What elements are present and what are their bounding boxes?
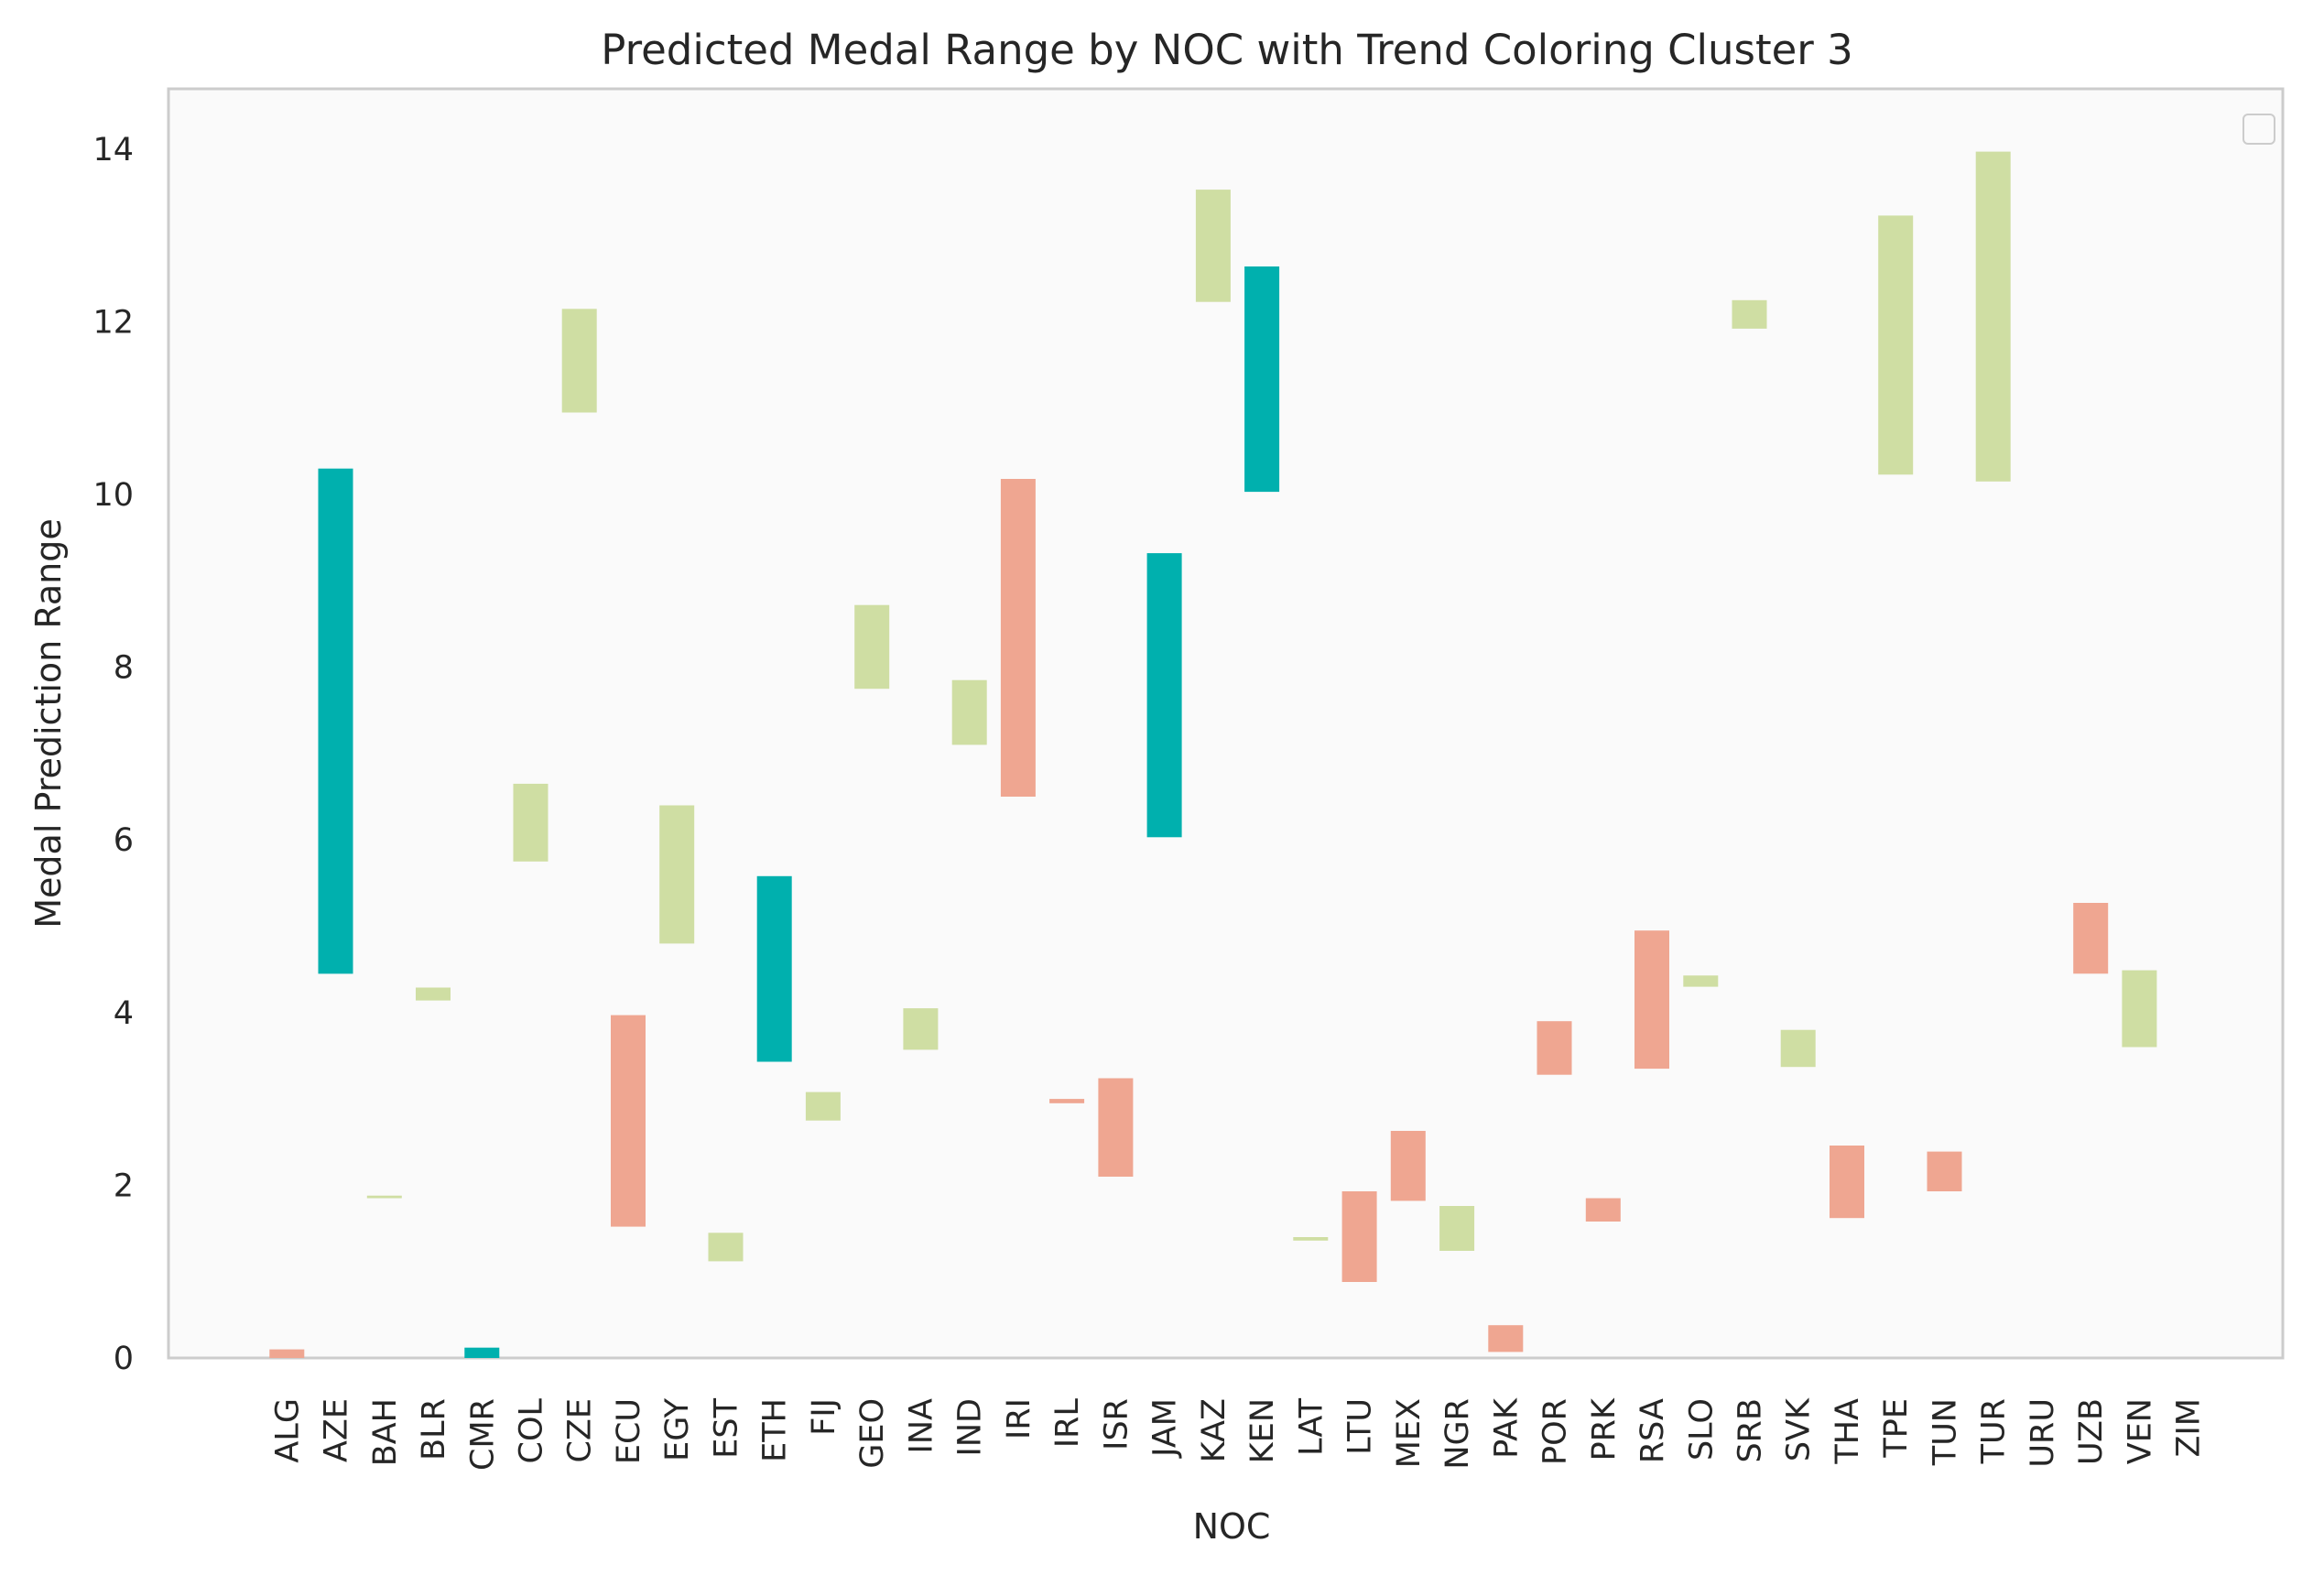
y-tick-label: 12: [92, 304, 134, 341]
range-bar-alg: [269, 1349, 305, 1358]
x-tick-label-est: EST: [709, 1397, 745, 1458]
range-bar-ltu: [1341, 1191, 1377, 1282]
range-bar-ken: [1244, 266, 1280, 493]
x-tick-label-rsa: RSA: [1634, 1398, 1671, 1463]
range-bar-por: [1537, 1021, 1572, 1075]
x-tick-label-bah: BAH: [367, 1398, 404, 1466]
x-tick-label-por: POR: [1537, 1398, 1574, 1465]
range-bar-srb: [1732, 299, 1767, 329]
y-tick-label: 2: [114, 1168, 134, 1204]
x-tick-label-slo: SLO: [1683, 1398, 1720, 1461]
y-tick-label: 10: [92, 477, 134, 514]
x-tick-label-ind: IND: [952, 1398, 989, 1456]
x-tick-label-geo: GEO: [854, 1398, 891, 1469]
x-tick-label-blr: BLR: [416, 1398, 452, 1461]
x-tick-label-iri: IRI: [1001, 1398, 1037, 1439]
range-bar-tpe: [1878, 215, 1914, 475]
x-tick-label-uru: URU: [2025, 1398, 2061, 1468]
range-bar-fij: [805, 1092, 841, 1121]
x-tick-label-irl: IRL: [1049, 1397, 1086, 1448]
y-axis-title: Medal Prediction Range: [28, 518, 69, 929]
y-tick-label: 4: [114, 995, 134, 1032]
x-tick-label-cmr: CMR: [464, 1398, 501, 1471]
range-bar-irl: [1049, 1099, 1085, 1103]
range-bar-eth: [756, 875, 792, 1062]
range-bar-svk: [1780, 1029, 1816, 1068]
range-bar-prk: [1585, 1198, 1621, 1222]
x-tick-label-tha: THA: [1830, 1398, 1866, 1465]
range-bar-tur: [1975, 151, 2011, 482]
x-tick-label-tpe: TPE: [1878, 1398, 1915, 1459]
x-tick-label-col: COL: [514, 1398, 550, 1464]
bars-group: [269, 151, 2157, 1358]
x-tick-label-ltu: LTU: [1342, 1398, 1379, 1455]
x-tick-label-uzb: UZB: [2073, 1398, 2110, 1465]
x-tick-label-kaz: KAZ: [1196, 1398, 1233, 1462]
range-bar-rsa: [1634, 930, 1669, 1070]
range-bar-ven: [2122, 970, 2157, 1048]
range-bar-mex: [1390, 1131, 1426, 1201]
x-tick-label-egy: EGY: [659, 1397, 696, 1461]
x-tick-label-eth: ETH: [757, 1398, 794, 1462]
y-tick-label: 14: [92, 132, 134, 168]
range-bar-kaz: [1195, 190, 1231, 302]
range-bar-isr: [1098, 1078, 1134, 1177]
x-tick-label-ngr: NGR: [1439, 1398, 1476, 1470]
chart-title: Predicted Medal Range by NOC with Trend …: [601, 26, 1853, 74]
x-tick-label-jam: JAM: [1147, 1398, 1184, 1459]
range-bar-slo: [1683, 975, 1719, 987]
x-tick-label-pak: PAK: [1488, 1397, 1525, 1459]
range-bar-tha: [1830, 1146, 1864, 1219]
y-tick-label: 0: [114, 1341, 134, 1377]
range-bar-ind: [951, 679, 987, 745]
range-bar-ina: [903, 1008, 939, 1050]
range-bar-lat: [1293, 1237, 1329, 1241]
range-bar-aze: [318, 468, 353, 974]
x-tick-label-zim: ZIM: [2171, 1398, 2208, 1458]
x-tick-label-isr: ISR: [1098, 1398, 1135, 1450]
x-tick-label-alg: ALG: [269, 1398, 306, 1463]
x-tick-label-ecu: ECU: [611, 1398, 647, 1464]
x-tick-label-ven: VEN: [2122, 1398, 2158, 1464]
x-axis-title: NOC: [1193, 1506, 1271, 1547]
range-bar-iri: [1000, 479, 1036, 797]
x-tick-label-ken: KEN: [1244, 1398, 1281, 1463]
range-bar-tun: [1927, 1151, 1962, 1191]
range-bar-ecu: [611, 1015, 646, 1227]
x-tick-label-tun: TUN: [1928, 1398, 1964, 1466]
range-bar-cze: [561, 309, 597, 413]
x-tick-label-ina: INA: [903, 1398, 939, 1454]
range-bar-blr: [416, 987, 451, 1001]
range-bar-est: [708, 1233, 744, 1262]
x-tick-label-cze: CZE: [562, 1398, 599, 1463]
x-tick-label-srb: SRB: [1732, 1398, 1769, 1463]
range-bar-egy: [659, 805, 695, 944]
legend-box: [2243, 114, 2275, 145]
range-bar-pak: [1488, 1325, 1524, 1352]
x-tick-label-tur: TUR: [1976, 1398, 2013, 1464]
range-bar-cmr: [464, 1347, 500, 1358]
range-bar-uzb: [2073, 903, 2109, 974]
range-bar-geo: [854, 604, 890, 690]
x-tick-label-fij: FIJ: [806, 1398, 842, 1436]
x-tick-label-aze: AZE: [319, 1398, 355, 1462]
range-bar-jam: [1146, 553, 1182, 838]
x-tick-labels: ALG AZE BAH BLR CMR COL CZE ECU EGY EST ETH FIJ GEO I…: [269, 1397, 2207, 1471]
x-tick-label-prk: PRK: [1586, 1397, 1623, 1461]
range-bar-ngr: [1439, 1206, 1475, 1251]
range-bar-col: [513, 783, 548, 862]
x-tick-label-mex: MEX: [1391, 1398, 1428, 1468]
x-tick-label-svk: SVK: [1781, 1397, 1818, 1461]
y-tick-label: 6: [114, 822, 134, 859]
y-tick-label: 8: [114, 650, 134, 687]
range-bar-bah: [366, 1195, 402, 1199]
x-tick-label-lat: LAT: [1293, 1397, 1330, 1456]
y-tick-labels: 0 2 4 6 8 10 12 14: [92, 132, 134, 1377]
